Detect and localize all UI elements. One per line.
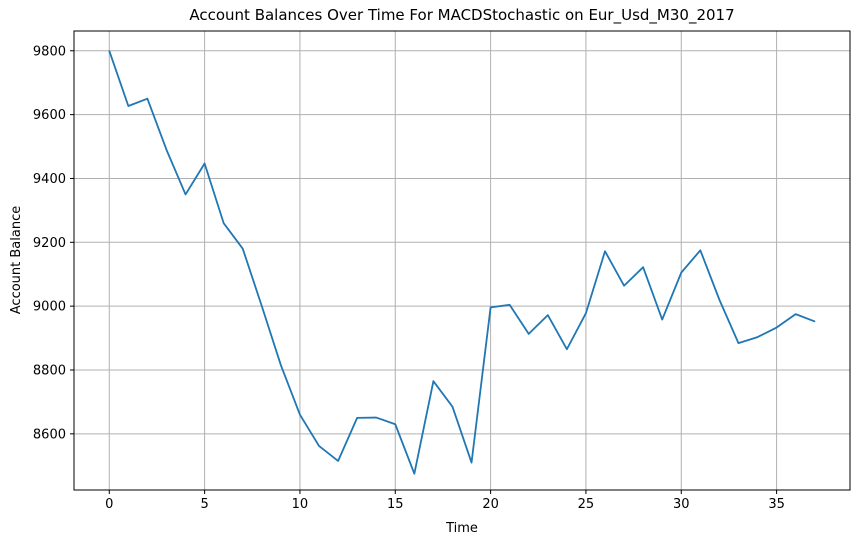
data-point <box>814 320 816 323</box>
data-point <box>127 105 129 107</box>
data-point <box>756 336 759 338</box>
data-point <box>470 461 473 464</box>
data-point <box>489 306 492 309</box>
data-point <box>623 285 625 287</box>
y-tick-label: 9000 <box>33 300 66 315</box>
x-tick-label: 25 <box>578 497 595 512</box>
data-point <box>775 326 778 329</box>
data-point <box>261 305 263 307</box>
x-tick-label: 15 <box>387 497 404 512</box>
data-point <box>509 304 511 306</box>
data-point <box>337 460 339 462</box>
data-point <box>566 348 568 350</box>
x-tick-label: 35 <box>768 497 785 512</box>
data-point <box>528 333 530 335</box>
plot-area <box>108 50 816 475</box>
x-tick-label: 10 <box>292 497 309 512</box>
y-tick-label: 9800 <box>33 44 66 59</box>
y-tick-label: 9600 <box>33 108 66 123</box>
x-axis: 0 5 10 15 20 25 30 35 <box>105 490 785 512</box>
data-point <box>451 406 454 408</box>
data-point <box>146 98 149 100</box>
x-tick-label: 5 <box>200 497 208 512</box>
data-point <box>375 416 377 419</box>
data-point <box>642 266 644 268</box>
data-point <box>680 272 682 274</box>
data-point <box>356 417 358 419</box>
y-tick-label: 8600 <box>33 427 66 442</box>
data-point <box>737 342 740 344</box>
data-point <box>108 50 110 52</box>
data-point <box>661 318 663 321</box>
data-point <box>699 249 701 251</box>
data-point <box>795 313 797 315</box>
grid-lines <box>74 31 850 490</box>
data-point <box>204 162 206 165</box>
data-point <box>604 250 606 252</box>
y-axis-label: Account Balance <box>9 206 24 314</box>
data-point <box>318 445 320 447</box>
y-tick-label: 9200 <box>33 236 66 251</box>
data-point <box>184 193 187 196</box>
x-tick-label: 30 <box>673 497 690 512</box>
data-point <box>585 312 587 314</box>
data-point <box>413 473 415 475</box>
series-line <box>108 50 816 475</box>
x-tick-label: 20 <box>482 497 499 512</box>
data-point <box>223 222 225 224</box>
data-point <box>432 380 435 382</box>
y-axis: 8600 8800 9000 9200 9400 9600 9800 <box>33 44 74 442</box>
data-point <box>299 414 301 416</box>
data-point <box>165 149 168 151</box>
data-point <box>547 314 549 316</box>
data-point <box>242 248 244 250</box>
data-point <box>280 364 282 366</box>
y-tick-label: 9400 <box>33 172 66 187</box>
chart-title: Account Balances Over Time For MACDStoch… <box>189 6 734 25</box>
plot-frame <box>73 30 851 491</box>
data-point <box>718 299 720 301</box>
x-axis-label: Time <box>445 521 478 536</box>
y-tick-label: 8800 <box>33 363 66 378</box>
x-tick-label: 0 <box>105 497 113 512</box>
data-point <box>394 423 396 425</box>
